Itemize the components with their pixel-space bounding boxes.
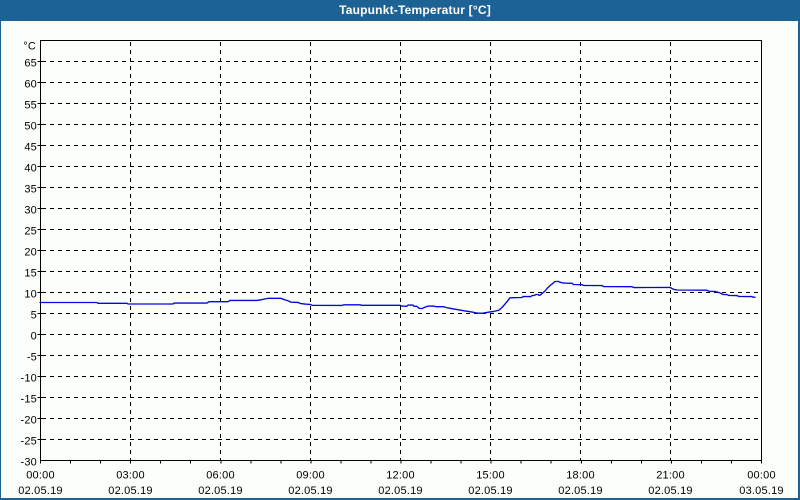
svg-text:02.05.19: 02.05.19 [108, 485, 152, 497]
svg-text:-10: -10 [21, 373, 38, 385]
svg-text:-30: -30 [21, 457, 38, 469]
svg-text:30: 30 [24, 205, 37, 217]
svg-text:03.05.19: 03.05.19 [739, 485, 783, 497]
svg-text:35: 35 [24, 184, 37, 196]
svg-text:15: 15 [24, 268, 37, 280]
svg-text:40: 40 [24, 163, 37, 175]
svg-text:00:00: 00:00 [26, 470, 55, 482]
svg-text:02.05.19: 02.05.19 [18, 485, 62, 497]
svg-text:02.05.19: 02.05.19 [288, 485, 332, 497]
svg-text:60: 60 [24, 79, 37, 91]
svg-text:18:00: 18:00 [566, 470, 595, 482]
svg-text:-5: -5 [27, 352, 37, 364]
svg-text:21:00: 21:00 [656, 470, 685, 482]
svg-text:-20: -20 [21, 415, 38, 427]
svg-text:55: 55 [24, 100, 37, 112]
svg-text:02.05.19: 02.05.19 [468, 485, 512, 497]
svg-text:02.05.19: 02.05.19 [558, 485, 602, 497]
svg-text:02.05.19: 02.05.19 [378, 485, 422, 497]
svg-text:-15: -15 [21, 394, 38, 406]
svg-text:12:00: 12:00 [386, 470, 415, 482]
svg-text:°C: °C [23, 41, 36, 53]
svg-text:-25: -25 [21, 436, 38, 448]
svg-text:10: 10 [24, 289, 37, 301]
svg-text:20: 20 [24, 247, 37, 259]
svg-text:5: 5 [31, 310, 37, 322]
svg-text:06:00: 06:00 [206, 470, 235, 482]
svg-text:09:00: 09:00 [296, 470, 325, 482]
svg-text:25: 25 [24, 226, 37, 238]
svg-text:03:00: 03:00 [116, 470, 145, 482]
svg-text:45: 45 [24, 142, 37, 154]
svg-text:65: 65 [24, 58, 37, 70]
svg-text:0: 0 [31, 331, 37, 343]
svg-text:15:00: 15:00 [476, 470, 505, 482]
svg-text:02.05.19: 02.05.19 [648, 485, 692, 497]
svg-text:02.05.19: 02.05.19 [198, 485, 242, 497]
svg-text:00:00: 00:00 [747, 470, 776, 482]
svg-text:50: 50 [24, 121, 37, 133]
